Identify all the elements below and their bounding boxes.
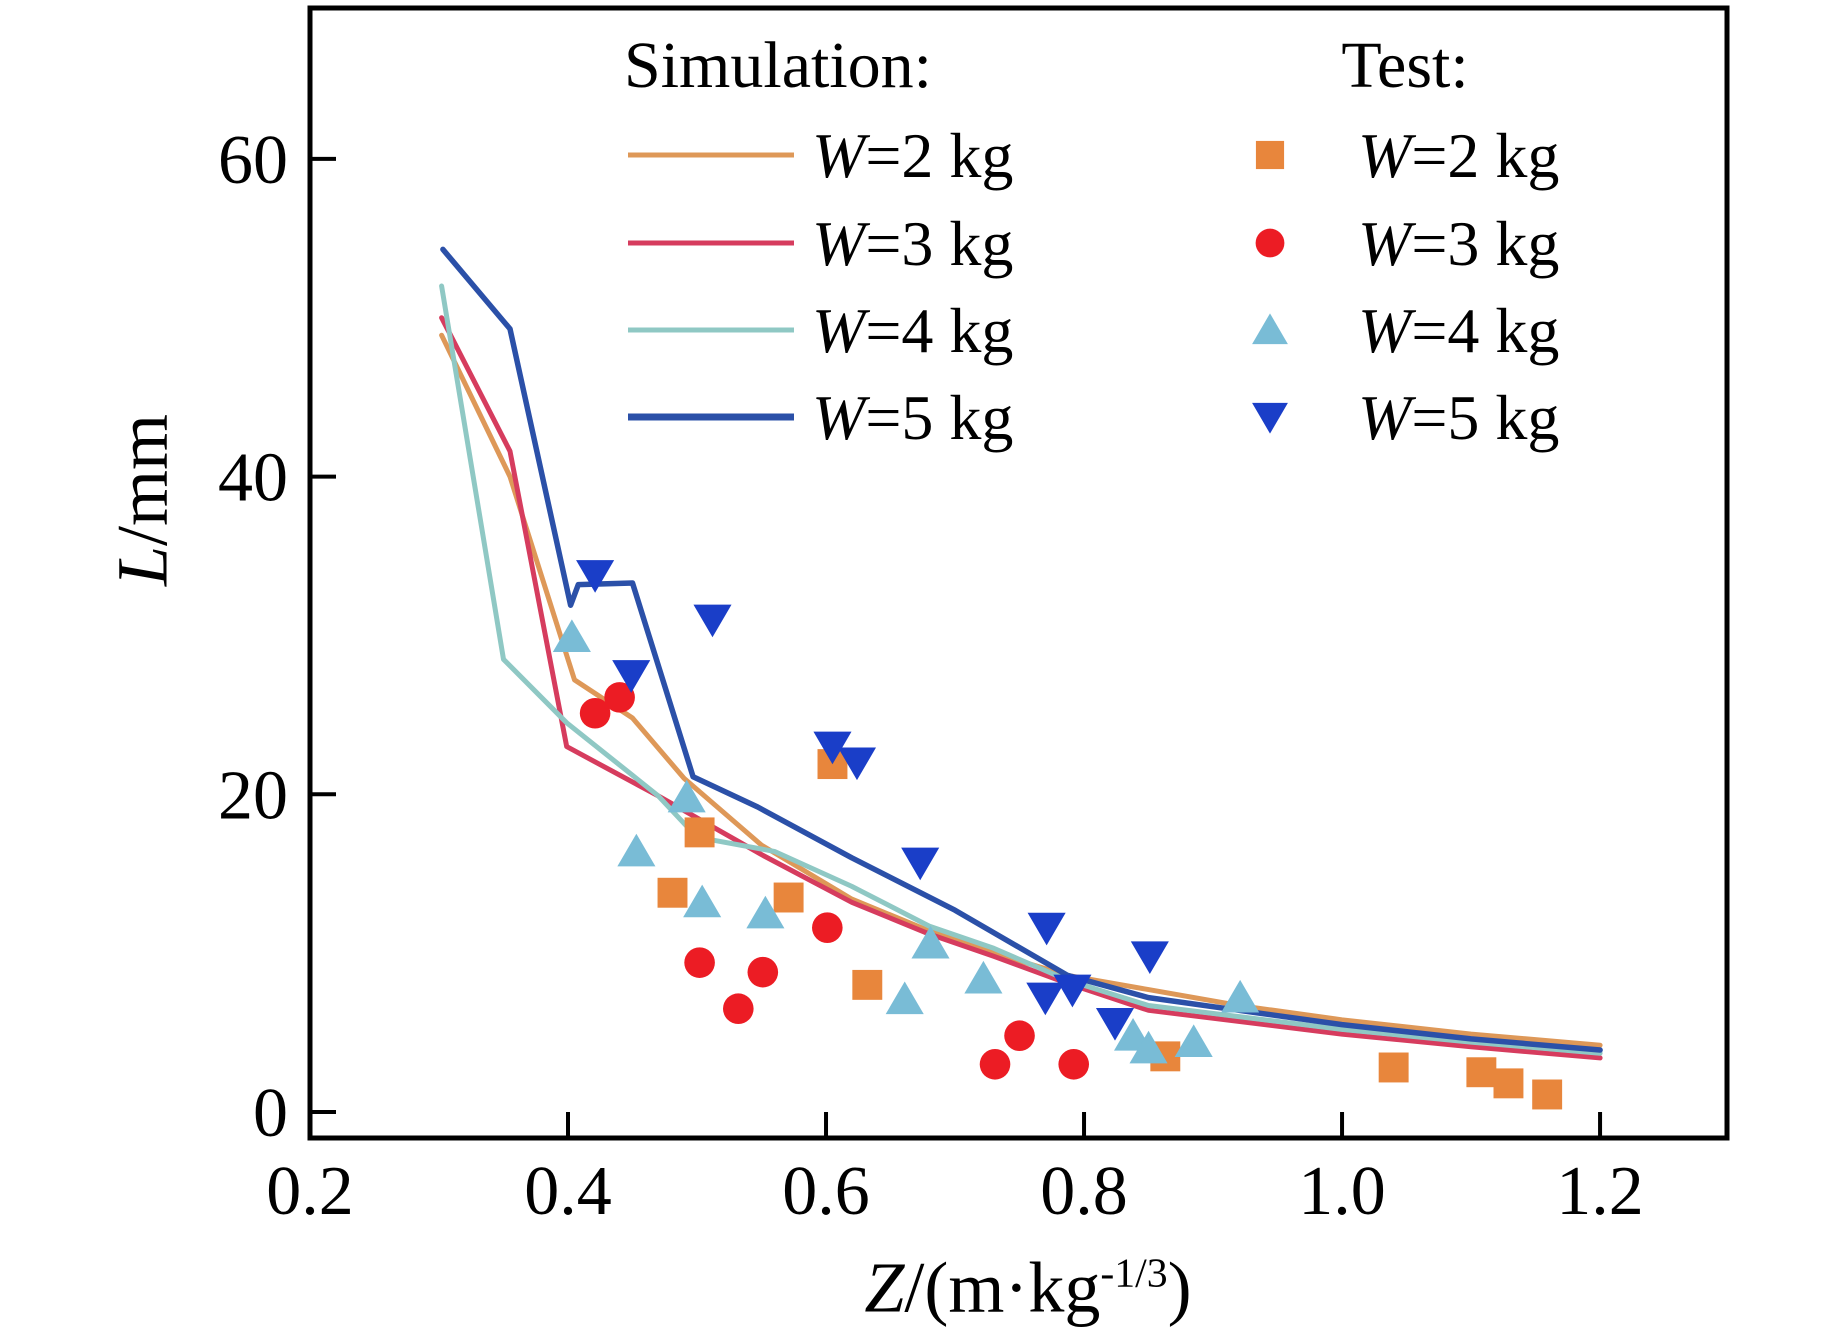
test-point-w2 [684,817,715,848]
test-point-w3 [747,956,779,988]
sim-line-w4 [439,283,1603,1056]
legend-test-marker-w3 [1255,228,1285,258]
legend-test-label-w3: W=3 kg [1358,208,1559,279]
x-tick-label: 1.0 [1298,1153,1386,1230]
test-point-w4 [617,833,656,867]
test-point-w5 [1026,982,1065,1016]
test-point-w4 [1221,979,1260,1013]
test-point-w5 [813,731,852,765]
legend-sim-label-w2: W=2 kg [812,120,1013,191]
x-axis-unit-close: ) [1167,1247,1192,1328]
y-tick-label: 20 [218,757,288,834]
x-axis-exponent: -1/3 [1100,1250,1168,1297]
sim-line-w5 [440,246,1603,1053]
test-point-w4 [552,619,591,652]
sim-line-w3 [439,315,1603,1061]
legend-test-header: Test: [1341,29,1469,102]
y-tick-label: 0 [253,1075,288,1152]
test-point-w4 [667,779,706,813]
test-point-w2 [657,877,688,908]
test-point-w2 [1493,1068,1524,1099]
test-point-w4 [964,960,1003,994]
legend-test-label-w4: W=4 kg [1358,295,1559,366]
test-point-w4 [683,884,722,918]
test-point-w3 [604,682,635,713]
legend-sim-label-w5: W=5 kg [812,382,1013,453]
test-point-w2 [1378,1052,1409,1083]
legend-test-marker-w2 [1255,140,1285,170]
test-point-w5 [837,747,877,781]
test-point-w4 [1129,1030,1168,1064]
x-tick-label: 0.2 [266,1153,354,1230]
y-axis-unit: /mm [102,413,183,546]
legend-simulation-header: Simulation: [623,29,933,102]
test-point-w5 [612,660,651,693]
test-point-w5 [1095,1008,1135,1041]
plot-border [307,5,1730,1141]
test-point-w3 [1058,1048,1090,1080]
test-point-w2 [1532,1079,1563,1110]
legend-test-marker-w4 [1252,313,1288,345]
test-point-w3 [812,912,843,943]
test-point-w4 [911,925,950,959]
test-point-w2 [773,882,804,913]
x-axis-unit: /(m·kg [904,1247,1101,1328]
x-tick-label: 0.4 [524,1153,612,1230]
y-axis-variable: L [102,545,183,587]
x-axis-label: Z/(m·kg-1/3) [864,1247,1191,1330]
test-point-w5 [1130,941,1169,974]
legend-sim-label-w3: W=3 kg [812,208,1013,279]
y-axis-label: L/mm [102,414,185,586]
test-point-w5 [901,847,940,881]
test-point-w2 [1466,1057,1497,1088]
legend-sim-label-w4: W=4 kg [812,295,1013,366]
test-point-w4 [885,981,924,1015]
test-point-w3 [979,1048,1011,1080]
test-point-w4 [1174,1024,1213,1058]
test-point-w3 [579,697,611,729]
test-point-w5 [576,560,615,593]
test-point-w4 [746,895,785,929]
test-point-w3 [684,947,715,978]
y-tick-label: 40 [218,440,288,517]
x-tick-label: 0.6 [782,1153,870,1230]
y-tick-label: 60 [218,122,288,199]
test-point-w2 [852,969,883,1000]
test-point-w5 [693,604,732,638]
test-point-w5 [1027,912,1066,946]
x-axis-variable: Z [864,1247,905,1328]
legend-test-label-w2: W=2 kg [1358,120,1559,191]
legend-test-label-w5: W=5 kg [1358,382,1559,453]
x-tick-label: 1.2 [1556,1153,1644,1230]
test-point-w3 [722,993,754,1025]
legend-test-marker-w5 [1252,402,1288,434]
x-tick-label: 0.8 [1040,1153,1128,1230]
test-point-w3 [1004,1020,1035,1052]
